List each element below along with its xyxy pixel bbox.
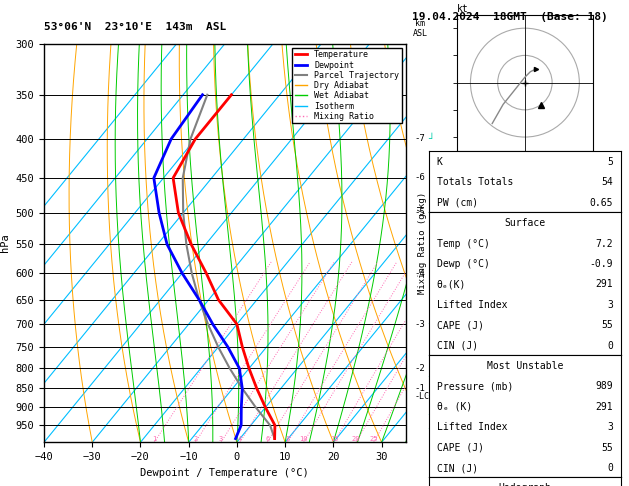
Text: km
ASL: km ASL — [413, 19, 427, 38]
Text: 8: 8 — [286, 436, 290, 442]
Text: 3: 3 — [607, 300, 613, 310]
Text: 4: 4 — [238, 436, 242, 442]
Text: Surface: Surface — [504, 218, 545, 228]
Text: 15: 15 — [330, 436, 338, 442]
Text: 20: 20 — [352, 436, 360, 442]
Text: Lifted Index: Lifted Index — [437, 422, 507, 432]
Text: 54: 54 — [601, 177, 613, 187]
Text: 1: 1 — [152, 436, 157, 442]
Text: -0.9: -0.9 — [589, 259, 613, 269]
Text: 0: 0 — [607, 463, 613, 473]
Text: 19.04.2024  18GMT  (Base: 18): 19.04.2024 18GMT (Base: 18) — [412, 12, 608, 22]
Y-axis label: hPa: hPa — [0, 234, 10, 252]
Text: 10: 10 — [299, 436, 308, 442]
Text: ┘: ┘ — [428, 134, 434, 144]
Text: θₑ(K): θₑ(K) — [437, 279, 466, 289]
Text: CIN (J): CIN (J) — [437, 463, 478, 473]
Text: -7: -7 — [415, 135, 425, 143]
Text: kt: kt — [457, 4, 469, 14]
Text: -6: -6 — [415, 174, 425, 182]
Text: ┘: ┘ — [428, 372, 434, 382]
Text: ┘: ┘ — [428, 319, 434, 329]
Text: 0: 0 — [607, 341, 613, 350]
Text: Pressure (mb): Pressure (mb) — [437, 382, 513, 391]
Text: -LCL: -LCL — [415, 392, 434, 400]
Text: 989: 989 — [596, 382, 613, 391]
Text: 55: 55 — [601, 320, 613, 330]
Text: PW (cm): PW (cm) — [437, 198, 478, 208]
Text: CAPE (J): CAPE (J) — [437, 320, 484, 330]
Text: ┘: ┘ — [428, 424, 434, 434]
Text: 53°06'N  23°10'E  143m  ASL: 53°06'N 23°10'E 143m ASL — [44, 21, 226, 32]
Text: ┘: ┘ — [428, 391, 434, 401]
Text: ┘: ┘ — [428, 208, 434, 218]
Text: Mixing Ratio (g/kg): Mixing Ratio (g/kg) — [418, 192, 426, 294]
Text: Temp (°C): Temp (°C) — [437, 239, 489, 248]
Text: 3: 3 — [607, 422, 613, 432]
Text: -3: -3 — [415, 320, 425, 329]
Text: Totals Totals: Totals Totals — [437, 177, 513, 187]
Text: 0.65: 0.65 — [589, 198, 613, 208]
Text: 55: 55 — [601, 443, 613, 452]
Legend: Temperature, Dewpoint, Parcel Trajectory, Dry Adiabat, Wet Adiabat, Isotherm, Mi: Temperature, Dewpoint, Parcel Trajectory… — [292, 48, 401, 123]
Text: 25: 25 — [369, 436, 378, 442]
Text: 291: 291 — [596, 402, 613, 412]
Text: Most Unstable: Most Unstable — [487, 361, 563, 371]
Text: 3: 3 — [219, 436, 223, 442]
Text: CIN (J): CIN (J) — [437, 341, 478, 350]
Text: 7.2: 7.2 — [596, 239, 613, 248]
Text: 5: 5 — [607, 157, 613, 167]
Text: ┘: ┘ — [428, 410, 434, 419]
Text: -2: -2 — [415, 364, 425, 373]
Text: 6: 6 — [265, 436, 269, 442]
Text: -1: -1 — [415, 384, 425, 393]
Text: Lifted Index: Lifted Index — [437, 300, 507, 310]
Text: θₑ (K): θₑ (K) — [437, 402, 472, 412]
X-axis label: Dewpoint / Temperature (°C): Dewpoint / Temperature (°C) — [140, 468, 309, 478]
Text: -4: -4 — [415, 269, 425, 278]
Text: 291: 291 — [596, 279, 613, 289]
Text: 2: 2 — [193, 436, 198, 442]
Text: Dewp (°C): Dewp (°C) — [437, 259, 489, 269]
Text: CAPE (J): CAPE (J) — [437, 443, 484, 452]
Text: K: K — [437, 157, 443, 167]
Text: -5: -5 — [415, 208, 425, 217]
Text: Hodograph: Hodograph — [498, 484, 552, 486]
